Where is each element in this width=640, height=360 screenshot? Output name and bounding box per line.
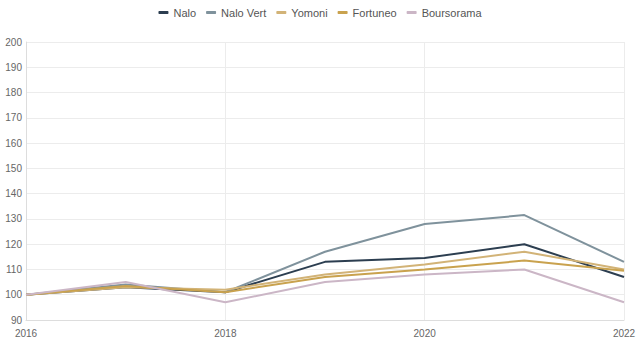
svg-text:140: 140	[5, 188, 22, 199]
svg-text:2016: 2016	[15, 328, 38, 339]
svg-text:2018: 2018	[214, 328, 237, 339]
svg-text:Nalo Vert: Nalo Vert	[221, 7, 266, 19]
svg-text:160: 160	[5, 138, 22, 149]
svg-text:90: 90	[11, 315, 23, 326]
svg-text:200: 200	[5, 37, 22, 48]
svg-text:150: 150	[5, 163, 22, 174]
svg-text:100: 100	[5, 289, 22, 300]
svg-text:170: 170	[5, 112, 22, 123]
svg-text:130: 130	[5, 213, 22, 224]
svg-text:120: 120	[5, 239, 22, 250]
svg-text:2022: 2022	[613, 328, 636, 339]
svg-text:Yomoni: Yomoni	[291, 7, 327, 19]
svg-text:Boursorama: Boursorama	[422, 7, 483, 19]
svg-text:190: 190	[5, 62, 22, 73]
svg-text:Nalo: Nalo	[173, 7, 196, 19]
svg-text:Fortuneo: Fortuneo	[353, 7, 397, 19]
svg-text:110: 110	[6, 264, 22, 275]
svg-text:180: 180	[5, 87, 22, 98]
svg-text:2020: 2020	[414, 328, 437, 339]
